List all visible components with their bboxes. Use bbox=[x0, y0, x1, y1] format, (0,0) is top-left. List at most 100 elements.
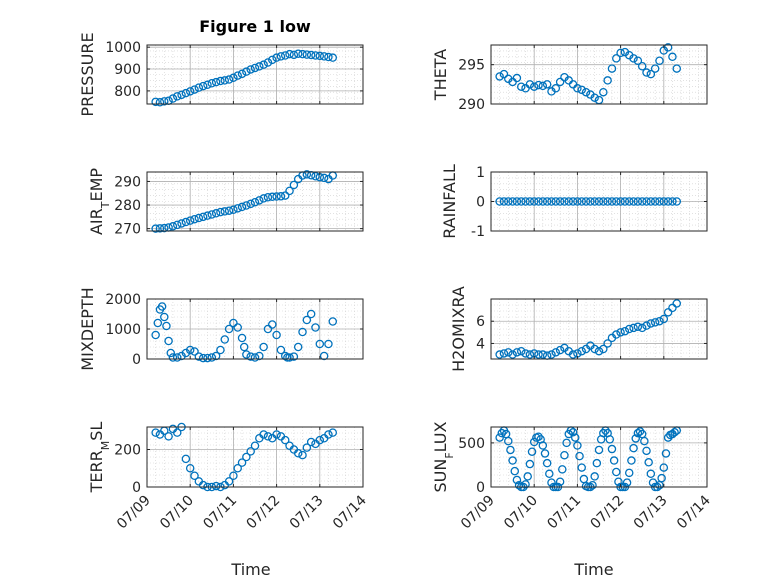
data-point bbox=[538, 197, 548, 206]
data-point bbox=[672, 299, 682, 308]
data-point bbox=[162, 321, 171, 331]
y-tick-label: 2000 bbox=[105, 292, 141, 308]
data-point bbox=[203, 80, 212, 90]
data-point bbox=[534, 197, 543, 206]
data-point bbox=[306, 437, 316, 447]
data-point bbox=[624, 468, 634, 478]
data-point bbox=[151, 97, 160, 107]
data-point bbox=[577, 463, 586, 472]
data-point bbox=[547, 478, 556, 487]
y-tick-label: 200 bbox=[114, 443, 141, 459]
data-point bbox=[508, 197, 517, 206]
x-axis-label-right: Time bbox=[573, 560, 613, 579]
data-point bbox=[220, 76, 230, 85]
data-point bbox=[655, 197, 664, 206]
data-point bbox=[280, 351, 290, 361]
data-point bbox=[250, 441, 260, 450]
data-point bbox=[612, 467, 621, 477]
data-point bbox=[521, 480, 530, 489]
data-point bbox=[633, 322, 643, 332]
data-point bbox=[280, 435, 290, 445]
data-point bbox=[250, 197, 260, 207]
data-point bbox=[246, 352, 255, 361]
figure-title: Figure 1 low bbox=[199, 17, 311, 36]
data-point bbox=[508, 456, 517, 465]
data-point bbox=[555, 77, 565, 87]
data-point bbox=[168, 222, 178, 231]
data-point bbox=[538, 441, 548, 450]
data-point bbox=[276, 52, 286, 61]
data-point bbox=[607, 444, 617, 454]
data-point bbox=[540, 449, 550, 458]
data-point bbox=[586, 197, 595, 206]
axes-box bbox=[146, 171, 364, 232]
data-point bbox=[298, 450, 307, 460]
data-point bbox=[237, 69, 247, 79]
data-point bbox=[311, 323, 320, 332]
data-point bbox=[311, 171, 320, 181]
data-point bbox=[211, 351, 221, 361]
data-point bbox=[659, 314, 669, 324]
data-point bbox=[172, 220, 182, 230]
data-point bbox=[547, 350, 556, 359]
data-point bbox=[504, 348, 513, 357]
data-point bbox=[564, 197, 574, 206]
y-tick-label: 1 bbox=[476, 165, 485, 181]
data-point bbox=[594, 445, 604, 455]
data-point bbox=[302, 315, 312, 325]
data-point bbox=[255, 62, 264, 71]
y-tick-label: 1000 bbox=[105, 322, 141, 338]
data-point bbox=[272, 330, 281, 340]
data-point bbox=[242, 350, 251, 359]
data-point bbox=[198, 81, 208, 91]
data-point bbox=[594, 346, 604, 356]
data-point bbox=[259, 430, 268, 439]
data-point bbox=[151, 428, 160, 437]
data-point bbox=[555, 477, 565, 486]
data-point bbox=[211, 77, 221, 87]
data-point bbox=[612, 330, 621, 339]
data-point bbox=[164, 432, 173, 441]
data-point bbox=[155, 224, 165, 233]
data-point bbox=[216, 207, 225, 217]
data-point bbox=[551, 84, 561, 93]
data-point bbox=[272, 192, 281, 201]
data-point bbox=[512, 73, 522, 83]
data-point bbox=[207, 210, 217, 219]
data-point bbox=[216, 76, 225, 86]
data-point bbox=[629, 443, 638, 453]
data-point bbox=[220, 335, 230, 344]
y-tick-label: 280 bbox=[114, 198, 141, 214]
data-point bbox=[242, 201, 251, 210]
data-point bbox=[616, 328, 625, 337]
data-point bbox=[629, 323, 638, 333]
data-point bbox=[663, 43, 673, 52]
data-point bbox=[190, 347, 199, 356]
data-point bbox=[633, 197, 643, 206]
data-point bbox=[588, 480, 597, 490]
data-point bbox=[177, 219, 186, 228]
y-tick-label: 800 bbox=[114, 84, 141, 100]
data-point bbox=[512, 348, 522, 357]
data-point bbox=[185, 345, 195, 355]
subplot-h2omixra: 4 6 H2OMIXRA bbox=[449, 286, 708, 372]
data-point bbox=[668, 197, 677, 206]
data-point bbox=[510, 466, 520, 476]
data-point bbox=[581, 197, 591, 206]
data-point bbox=[504, 197, 513, 206]
data-point bbox=[237, 333, 247, 343]
data-point bbox=[168, 94, 178, 103]
data-point bbox=[319, 52, 329, 61]
data-point bbox=[642, 68, 651, 77]
data-point bbox=[622, 478, 632, 487]
data-point bbox=[504, 436, 513, 446]
data-point bbox=[551, 348, 561, 357]
data-point bbox=[302, 50, 312, 59]
data-point bbox=[570, 433, 580, 442]
data-point bbox=[233, 71, 242, 80]
data-point bbox=[631, 434, 640, 443]
data-point bbox=[568, 197, 578, 206]
data-point bbox=[627, 456, 636, 465]
data-point bbox=[542, 458, 552, 468]
data-point bbox=[268, 320, 277, 329]
